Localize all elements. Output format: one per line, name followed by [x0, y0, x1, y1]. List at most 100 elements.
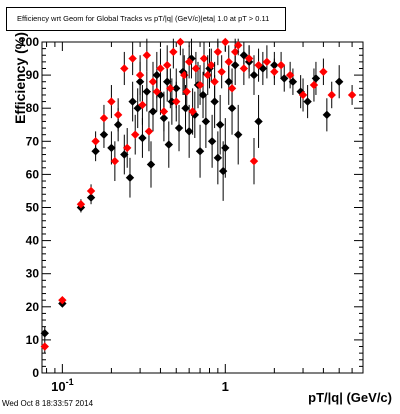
point-marker: [191, 64, 201, 73]
data-point: [334, 65, 344, 99]
point-marker: [76, 199, 86, 209]
point-marker: [142, 87, 152, 96]
point-marker: [327, 90, 336, 100]
data-point: [224, 45, 233, 79]
point-marker: [227, 84, 237, 93]
point-marker: [128, 54, 137, 63]
point-marker: [262, 57, 272, 67]
point-marker: [285, 70, 295, 80]
y-tick-label: 100: [19, 35, 39, 49]
data-point: [142, 71, 152, 112]
point-marker: [201, 117, 211, 126]
data-point: [156, 48, 165, 89]
point-marker: [207, 137, 217, 146]
point-marker: [172, 97, 181, 106]
y-tick-label: 50: [26, 201, 40, 215]
point-marker: [254, 60, 263, 70]
data-series: [40, 37, 357, 354]
point-marker: [224, 77, 233, 86]
data-point: [221, 37, 230, 52]
data-point: [205, 48, 214, 89]
point-marker: [138, 100, 147, 110]
point-marker: [309, 80, 319, 90]
point-marker: [180, 70, 189, 80]
point-marker: [156, 64, 165, 73]
point-marker: [174, 123, 184, 133]
data-point: [234, 104, 243, 165]
point-marker: [184, 57, 194, 67]
point-marker: [195, 80, 205, 90]
data-point: [217, 55, 226, 89]
x-tick-label: 1: [222, 379, 229, 394]
data-point: [254, 94, 263, 148]
data-point: [234, 38, 243, 56]
point-marker: [258, 64, 268, 73]
point-marker: [152, 87, 162, 96]
x-tick-label: 10-1: [51, 377, 73, 394]
data-point: [249, 55, 259, 95]
point-marker: [213, 153, 223, 163]
point-marker: [99, 113, 109, 123]
point-marker: [254, 117, 263, 126]
data-point: [285, 61, 295, 89]
point-marker: [131, 130, 140, 139]
y-tick-label: 0: [32, 366, 39, 380]
data-point: [322, 98, 332, 132]
point-marker: [125, 173, 135, 182]
data-point: [258, 51, 268, 86]
data-point: [146, 141, 156, 188]
data-point: [86, 184, 96, 198]
point-marker: [40, 329, 49, 338]
y-tick-label: 70: [26, 134, 40, 148]
data-point: [159, 91, 169, 132]
point-marker: [203, 70, 212, 80]
data-point: [327, 81, 336, 109]
point-marker: [163, 60, 172, 70]
point-marker: [270, 67, 279, 76]
data-point: [180, 55, 189, 95]
data-point: [107, 85, 116, 119]
point-marker: [181, 104, 190, 113]
data-point: [311, 61, 321, 95]
y-tick-label: 60: [26, 167, 40, 181]
y-axis-label: Efficiency (%): [12, 32, 28, 124]
data-point: [244, 45, 254, 72]
data-point: [195, 124, 205, 178]
point-marker: [215, 120, 225, 129]
data-point: [125, 157, 135, 198]
point-marker: [148, 77, 158, 86]
data-point: [113, 98, 123, 132]
x-axis-label: pT/|q| (GeV/c): [308, 390, 392, 405]
data-point: [144, 111, 154, 152]
data-point: [303, 85, 312, 119]
point-marker: [249, 70, 259, 80]
data-point: [213, 38, 223, 66]
data-point: [288, 68, 298, 95]
data-point: [227, 68, 237, 109]
y-tick-label: 40: [26, 234, 40, 248]
point-marker: [199, 54, 209, 63]
data-point: [198, 71, 208, 119]
data-point: [169, 38, 178, 69]
data-point: [207, 114, 217, 168]
timestamp: Wed Oct 8 18:33:57 2014: [2, 399, 94, 408]
point-marker: [188, 107, 197, 116]
data-point: [166, 68, 175, 109]
point-marker: [198, 90, 208, 100]
point-marker: [249, 156, 259, 166]
point-marker: [319, 67, 328, 76]
point-marker: [334, 77, 344, 86]
data-point: [280, 65, 289, 92]
point-marker: [166, 84, 175, 93]
point-marker: [159, 107, 169, 116]
point-marker: [311, 74, 321, 83]
point-marker: [218, 166, 228, 176]
data-point: [195, 65, 205, 105]
point-marker: [205, 64, 214, 73]
point-marker: [234, 130, 243, 139]
series-0: [40, 38, 344, 340]
data-point: [91, 131, 100, 152]
point-marker: [303, 97, 312, 106]
data-point: [190, 91, 200, 138]
